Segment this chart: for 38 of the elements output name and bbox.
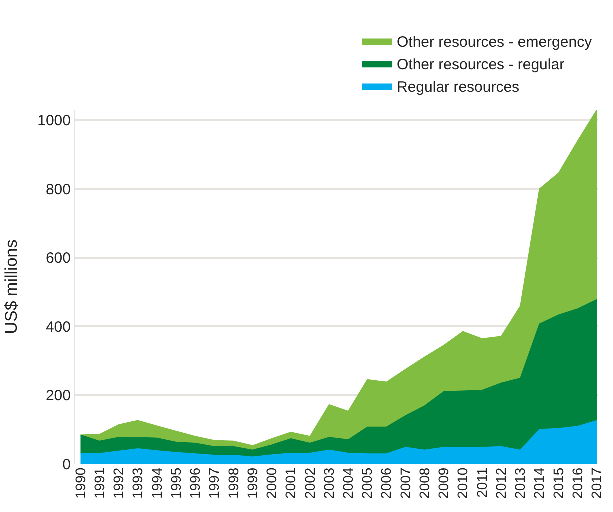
x-tick-label: 2002 [302,468,318,499]
x-tick-label: 2014 [531,468,548,499]
x-tick-label: 2006 [378,468,394,499]
legend-label: Other resources - regular [397,56,565,74]
x-tick-label: 2000 [264,468,280,499]
y-tick-label: 600 [46,250,71,268]
legend-label: Other resources - emergency [397,34,593,52]
x-tick-label: 1995 [168,468,184,499]
x-tick-label: 2004 [340,468,356,499]
x-tick-label: 2016 [569,468,586,499]
x-tick-label: 1991 [91,468,108,499]
x-tick-label: 1998 [225,468,242,499]
x-tick-label: 2005 [359,468,376,499]
x-tick-label: 1996 [187,468,204,499]
x-tick-label: 2010 [454,468,471,499]
x-tick-label: 1992 [110,468,127,499]
y-tick-label: 200 [46,388,71,405]
y-axis-title: US$ millions [2,240,22,334]
x-tick-label: 1997 [206,468,222,499]
x-tick-label: 2008 [416,468,432,499]
x-tick-label: 2011 [474,468,490,498]
x-tick-label: 1993 [130,468,146,499]
y-tick-label: 400 [46,318,71,336]
y-tick-label: 1000 [38,112,71,130]
x-tick-label: 1999 [244,468,260,499]
x-tick-label: 2001 [282,468,299,499]
x-tick-label: 2003 [320,468,337,499]
x-tick-label: 2012 [492,468,509,499]
x-tick-label: 2013 [512,468,528,499]
legend-label: Regular resources [397,79,520,96]
x-tick-label: 2015 [550,468,566,499]
x-tick-label: 1990 [72,468,88,499]
x-tick-label: 2009 [436,468,452,499]
x-tick-label: 1994 [148,468,165,499]
y-tick-label: 0 [62,456,71,474]
y-tick-label: 800 [46,181,71,198]
x-tick-label: 2007 [397,468,414,499]
x-tick-label: 2017 [588,468,605,499]
